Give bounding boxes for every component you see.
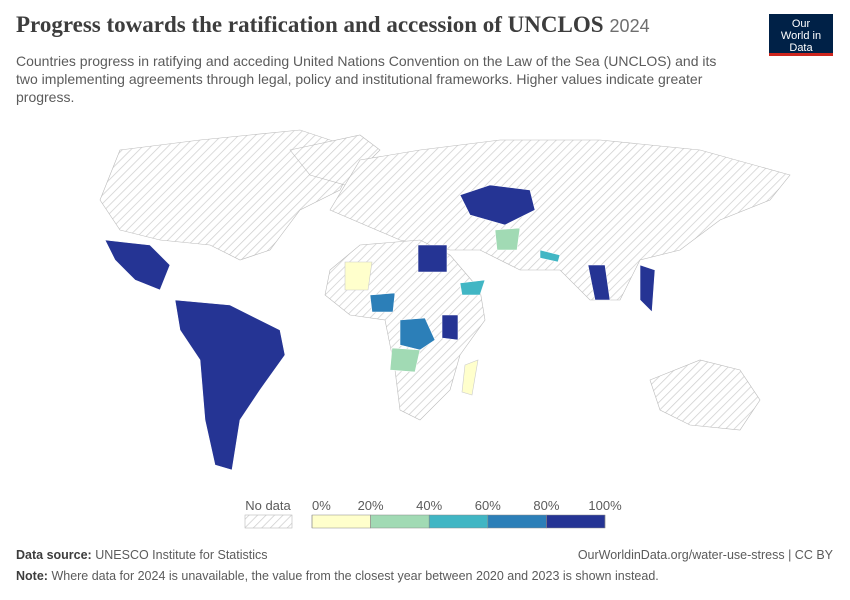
url[interactable]: OurWorldinData.org/water-use-stress | CC…: [577, 548, 833, 562]
legend-bin: [487, 514, 547, 529]
legend-bin: [428, 514, 489, 529]
legend-bin: [546, 514, 606, 529]
note-text: Where data for 2024 is unavailable, the …: [51, 569, 659, 583]
subtitle: Countries progress in ratifying and acce…: [16, 53, 717, 105]
legend-no-data-label: No data: [245, 498, 291, 513]
title-block: Progress towards the ratification and ac…: [16, 12, 650, 38]
legend: No data 0% 20% 40% 60% 80% 100%: [244, 498, 622, 529]
legend-tick-label: 60%: [475, 498, 501, 513]
map: No data 0% 20% 40% 60% 80% 100%: [99, 129, 791, 529]
logo-text: Our World in Data: [780, 18, 822, 54]
source-text[interactable]: UNESCO Institute for Statistics: [95, 548, 268, 562]
land-with-data: [104, 184, 656, 471]
legend-tick-label: 0%: [312, 498, 331, 513]
title: Progress towards the ratification and ac…: [16, 12, 604, 37]
legend-bin: [311, 514, 371, 529]
legend-no-data-swatch: [244, 514, 293, 529]
note: Note: Where data for 2024 is unavailable…: [16, 569, 659, 583]
legend-tick-label: 40%: [416, 498, 442, 513]
source-label: Data source:: [16, 548, 92, 562]
note-label: Note:: [16, 569, 48, 583]
legend-tick-label: 20%: [358, 498, 384, 513]
legend-tick-label: 100%: [588, 498, 622, 513]
source: Data source: UNESCO Institute for Statis…: [16, 548, 268, 562]
legend-tick-label: 80%: [533, 498, 559, 513]
logo[interactable]: Our World in Data: [769, 14, 833, 56]
year: 2024: [609, 16, 650, 36]
legend-bin: [370, 514, 430, 529]
